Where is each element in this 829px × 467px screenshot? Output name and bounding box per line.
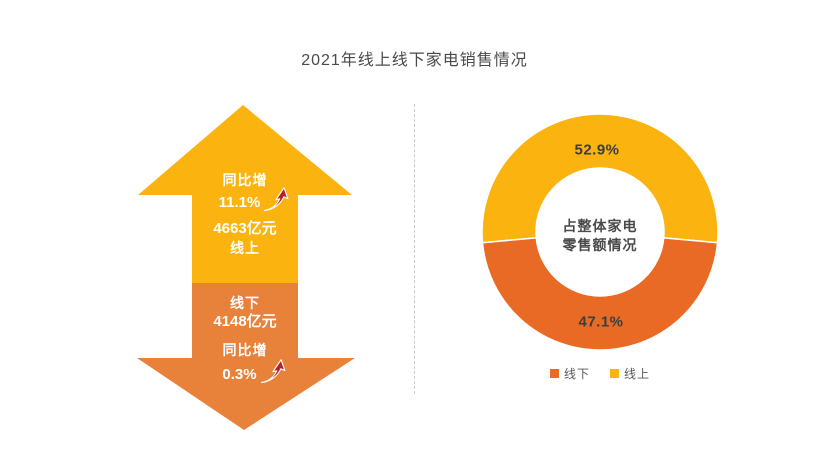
arrow-infographic: 同比增 11.1% 4663亿元 线上 线下 4148亿元 同比增 0.3% xyxy=(114,95,376,440)
down-arrow-offline xyxy=(137,283,355,430)
donut-slice-线下 xyxy=(481,237,719,351)
legend-label-offline: 线下 xyxy=(563,367,590,381)
legend: 线下 线上 xyxy=(460,365,740,382)
legend-swatch-online xyxy=(610,369,619,378)
up-arrow-online xyxy=(138,105,352,283)
online-growth-label: 同比增 xyxy=(222,172,268,188)
legend-item-offline: 线下 xyxy=(549,365,590,382)
donut-online-pct: 52.9% xyxy=(574,141,620,159)
growth-up-arrow-icon xyxy=(260,359,286,384)
offline-amount: 4148亿元 xyxy=(213,313,277,330)
offline-growth-value: 0.3% xyxy=(222,365,257,383)
donut-center-label: 占整体家电 零售额情况 xyxy=(562,218,638,253)
legend-swatch-offline xyxy=(549,369,559,378)
donut-rings xyxy=(481,113,719,351)
donut-offline-pct: 47.1% xyxy=(578,313,624,331)
donut-chart: 52.9% 47.1% 占整体家电 零售额情况 线下 线上 xyxy=(460,95,760,405)
chart-title: 2021年线上线下家电销售情况 xyxy=(301,52,528,69)
offline-growth-row: 0.3% xyxy=(123,359,385,388)
donut-slice-线上 xyxy=(481,113,719,244)
online-growth-value: 11.1% xyxy=(218,193,261,211)
online-amount: 4663亿元 xyxy=(213,220,277,237)
online-growth-row: 11.1% xyxy=(123,187,385,216)
offline-growth-label: 同比增 xyxy=(222,342,268,358)
offline-channel-label: 线下 xyxy=(230,295,260,311)
legend-label-online: 线上 xyxy=(624,367,651,381)
growth-up-arrow-icon xyxy=(264,187,289,212)
up-down-arrow-shape xyxy=(137,105,355,430)
legend-item-online: 线上 xyxy=(610,365,650,382)
online-channel-label: 线上 xyxy=(230,240,260,256)
vertical-divider xyxy=(414,104,415,394)
